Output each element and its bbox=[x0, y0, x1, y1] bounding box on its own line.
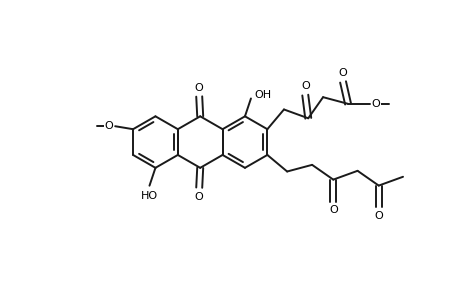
Text: O: O bbox=[371, 99, 380, 109]
Text: HO: HO bbox=[140, 190, 158, 201]
Text: O: O bbox=[328, 206, 337, 215]
Text: O: O bbox=[195, 192, 203, 202]
Text: O: O bbox=[195, 82, 203, 93]
Text: OH: OH bbox=[254, 89, 271, 100]
Text: O: O bbox=[300, 81, 309, 91]
Text: O: O bbox=[374, 212, 382, 221]
Text: O: O bbox=[105, 121, 113, 131]
Text: O: O bbox=[338, 68, 347, 78]
